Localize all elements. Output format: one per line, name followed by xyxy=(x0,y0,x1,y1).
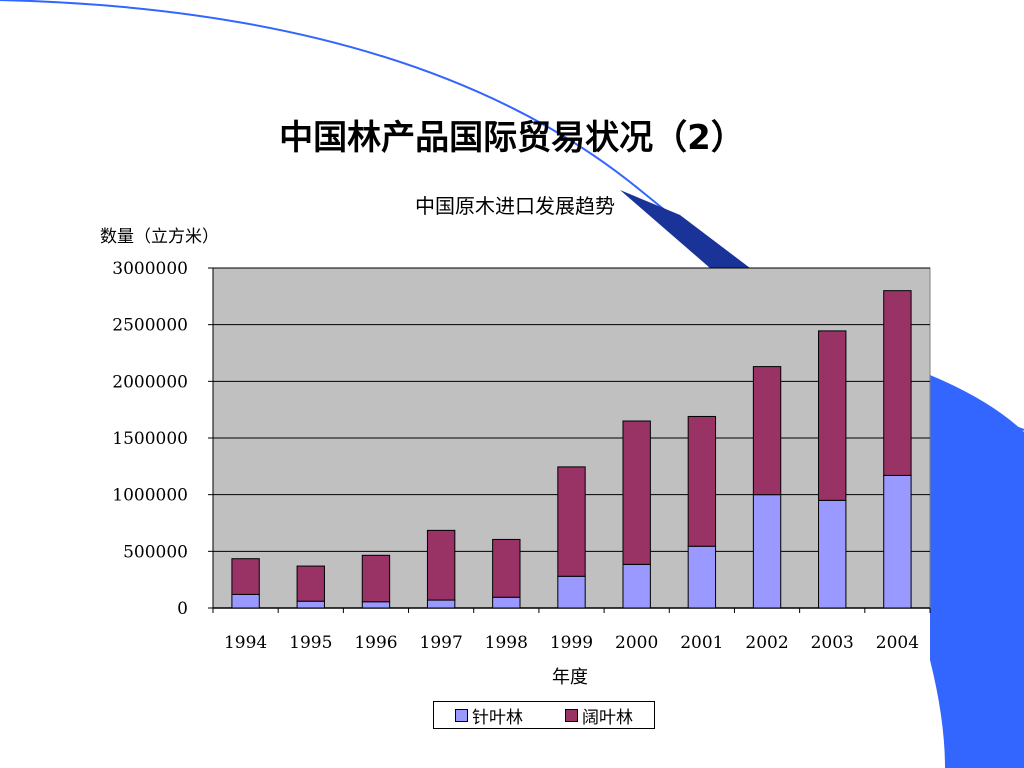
bar-series-1 xyxy=(752,494,782,609)
bar-series-1 xyxy=(818,499,847,609)
bar-series-1 xyxy=(687,545,717,609)
bar-series-1 xyxy=(622,563,651,609)
x-tick-label: 2004 xyxy=(876,633,919,653)
bar-series-1 xyxy=(296,600,325,609)
y-axis-label: 数量（立方米） xyxy=(100,227,219,247)
legend-swatch-series-1 xyxy=(455,708,468,722)
bar-series-1 xyxy=(557,575,586,609)
x-tick-label: 1995 xyxy=(289,633,332,653)
bar-series-2 xyxy=(426,529,456,601)
x-tick-label: 2000 xyxy=(615,633,658,653)
x-tick-label: 1994 xyxy=(224,633,267,653)
y-tick-label: 1500000 xyxy=(112,429,188,449)
legend-label-series-1: 针叶林 xyxy=(472,707,523,728)
bar-series-2 xyxy=(818,330,847,501)
bar-series-1 xyxy=(426,599,456,609)
decorative-blue-shape xyxy=(930,375,1024,768)
x-axis-label: 年度 xyxy=(552,667,588,688)
y-tick-label: 1000000 xyxy=(112,486,188,506)
legend-item-series-2: 阔叶林 xyxy=(565,703,633,728)
x-tick-label: 2002 xyxy=(745,633,788,653)
bar-series-2 xyxy=(752,366,782,496)
x-tick-label: 1998 xyxy=(485,633,528,653)
bar-series-2 xyxy=(557,466,586,577)
bar-series-2 xyxy=(883,290,912,476)
y-tick-label: 2000000 xyxy=(112,372,188,392)
decorative-dark-wedge xyxy=(620,190,750,268)
bar-series-2 xyxy=(687,415,717,547)
slide-title: 中国林产品国际贸易状况（2） xyxy=(279,118,745,158)
y-tick-label: 2500000 xyxy=(112,316,188,336)
legend-label-series-2: 阔叶林 xyxy=(582,707,633,728)
x-tick-label: 1999 xyxy=(550,633,593,653)
y-tick-label: 3000000 xyxy=(112,259,188,279)
legend-item-series-1: 针叶林 xyxy=(455,703,523,728)
bar-series-2 xyxy=(296,565,325,602)
bar-series-1 xyxy=(231,593,260,609)
chart-legend: 针叶林 阔叶林 xyxy=(433,701,655,729)
x-tick-label: 2003 xyxy=(811,633,854,653)
bar-series-2 xyxy=(492,538,521,598)
bar-series-1 xyxy=(361,601,391,609)
y-tick-label: 0 xyxy=(177,599,188,619)
bar-series-2 xyxy=(361,554,391,603)
x-tick-label: 1996 xyxy=(354,633,397,653)
x-tick-label: 1997 xyxy=(420,633,463,653)
bar-series-2 xyxy=(231,558,260,595)
legend-swatch-series-2 xyxy=(565,708,578,722)
x-tick-label: 2001 xyxy=(680,633,723,653)
bar-series-2 xyxy=(622,420,651,565)
bar-series-1 xyxy=(883,474,912,609)
y-tick-label: 500000 xyxy=(123,542,188,562)
bar-series-1 xyxy=(492,596,521,609)
chart-title: 中国原木进口发展趋势 xyxy=(415,194,615,218)
